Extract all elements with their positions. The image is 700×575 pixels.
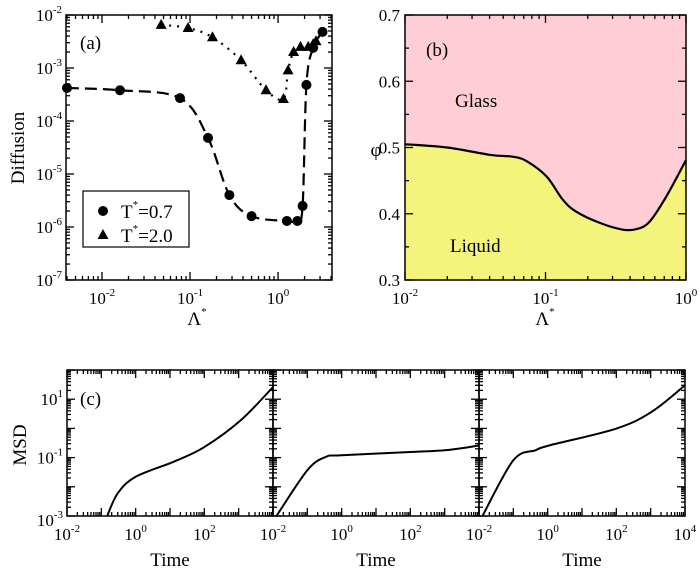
x-tick-label: 102: [193, 523, 216, 544]
x-axis-label: Λ*: [187, 306, 206, 330]
x-tick-label: 104: [674, 523, 697, 544]
data-point-triangle: [277, 93, 289, 104]
x-axis-label: Time: [150, 550, 189, 571]
data-point-triangle: [182, 21, 194, 32]
legend-marker-triangle: [97, 229, 109, 239]
data-point-triangle: [310, 35, 322, 46]
y-axis-label: φ: [371, 140, 382, 161]
plot-frame: [478, 369, 686, 517]
x-tick-label: 100: [124, 523, 147, 544]
x-tick-label: 100: [330, 523, 353, 544]
y-tick-label: 0.5: [379, 139, 400, 158]
data-point-circle: [297, 200, 308, 211]
x-axis-label: Time: [562, 550, 601, 571]
x-tick-label: 10-2: [392, 287, 418, 308]
x-tick-label: 100: [675, 287, 698, 308]
y-tick-label: 0.4: [379, 205, 401, 224]
data-point-triangle: [302, 40, 314, 51]
x-axis-label: Time: [356, 550, 395, 571]
liquid-region: [405, 144, 686, 280]
panel-label: (a): [80, 33, 101, 54]
data-point-triangle: [155, 18, 167, 29]
y-tick-label: 10-3: [37, 509, 64, 530]
data-point-circle: [317, 26, 328, 37]
y-tick-label: 0.7: [379, 6, 401, 25]
x-tick-label: 10-2: [89, 287, 115, 308]
panel-a: 10-2 10-1 100 10-7 10-6 10-5 10-4 10-3 10-2 (a) Di…: [8, 4, 333, 330]
plot-frame: [272, 369, 480, 517]
data-point-circle: [246, 211, 257, 222]
y-tick-label: 0.3: [379, 271, 400, 290]
panel-b: 10-2 10-1 100 0.3 0.4 0.5 0.6 0.7 (b) Glass Liquid…: [371, 6, 698, 330]
data-point-circle: [224, 190, 235, 201]
x-tick-label: 102: [399, 523, 422, 544]
y-tick-label: 10-1: [37, 447, 63, 468]
y-tick-label: 10-4: [36, 110, 63, 131]
y-tick-label: 101: [41, 388, 64, 409]
legend-marker-circle: [98, 206, 108, 216]
data-point-circle: [114, 85, 125, 96]
data-point-triangle: [288, 46, 300, 57]
x-tick-label: 100: [536, 523, 559, 544]
y-tick-label: 10-3: [36, 57, 63, 78]
data-point-circle: [301, 79, 312, 90]
y-tick-label: 10-7: [36, 269, 63, 290]
region-label-glass: Glass: [455, 91, 497, 112]
data-point-circle: [292, 215, 303, 226]
y-tick-label: 10-2: [36, 4, 62, 25]
msd-curve: [481, 384, 685, 516]
y-axis-label: Diffusion: [8, 111, 29, 184]
x-tick-label: 10-1: [532, 287, 558, 308]
data-point-triangle: [295, 40, 307, 51]
x-tick-label: 102: [605, 523, 628, 544]
y-tick-label: 0.6: [379, 72, 400, 91]
x-tick-label: 10-2: [54, 523, 80, 544]
region-label-liquid: Liquid: [450, 236, 501, 257]
plot-frame: [65, 14, 333, 281]
data-point-circle: [61, 82, 72, 93]
msd-subplot-3: 10-2 100 102 104 Time: [466, 369, 697, 571]
y-tick-label: 10-6: [36, 216, 63, 237]
panel-label: (c): [80, 389, 101, 410]
data-point-triangle: [282, 64, 294, 75]
phase-boundary-line: [404, 143, 687, 232]
data-point-triangle: [235, 54, 247, 65]
legend-label: T*=0.7: [121, 199, 173, 223]
legend: T*=0.7T*=2.0: [82, 190, 190, 248]
data-point-circle: [281, 215, 292, 226]
data-point-triangle: [260, 84, 272, 95]
x-tick-label: 10-1: [177, 287, 203, 308]
data-point-circle: [202, 132, 213, 143]
plot-frame: [404, 14, 687, 281]
data-point-circle: [175, 93, 186, 104]
y-tick-label: 10-5: [36, 163, 63, 184]
y-axis-label: MSD: [10, 424, 31, 465]
msd-curve: [275, 444, 479, 516]
x-tick-label: 10-2: [466, 523, 492, 544]
legend-label: T*=2.0: [121, 223, 173, 247]
x-tick-label: 10-2: [260, 523, 286, 544]
x-axis-label: Λ*: [535, 306, 554, 330]
data-point-triangle: [206, 31, 218, 42]
panel-label: (b): [426, 40, 448, 61]
x-tick-label: 100: [267, 287, 290, 308]
msd-curve: [106, 386, 273, 516]
